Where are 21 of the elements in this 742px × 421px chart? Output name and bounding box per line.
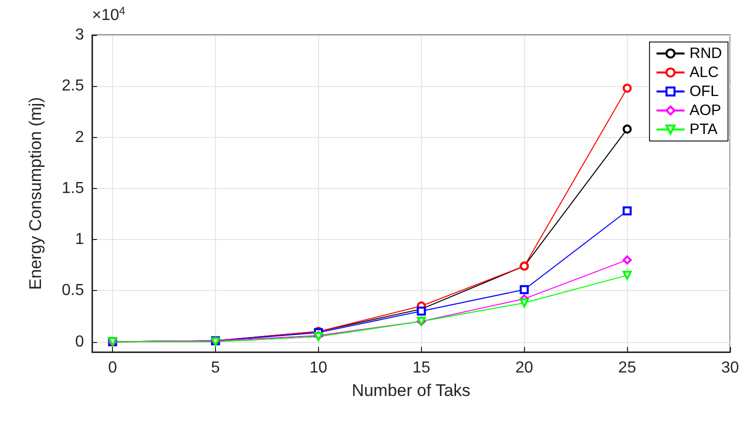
x-tick-label: 30 bbox=[721, 360, 740, 376]
y-tick-label: 1.5 bbox=[62, 180, 84, 197]
x-tick-label: 0 bbox=[108, 360, 118, 376]
legend-label: OFL bbox=[690, 83, 719, 100]
y-tick-label: 0 bbox=[75, 333, 84, 350]
legend-label: PTA bbox=[690, 121, 718, 138]
y-tick-label: 3 bbox=[75, 26, 84, 44]
y-tick-label: 1 bbox=[75, 231, 84, 248]
x-tick-label: 5 bbox=[211, 360, 220, 376]
legend-label: ALC bbox=[690, 64, 719, 81]
legend-label: RND bbox=[690, 45, 722, 62]
x-tick-label: 25 bbox=[618, 360, 636, 376]
y-axis-title: Energy Consumption (mj) bbox=[26, 97, 45, 290]
y-tick-label: 0.5 bbox=[62, 282, 84, 300]
y-tick-label: 2.5 bbox=[62, 78, 84, 95]
y-tick-label: 2 bbox=[75, 128, 84, 146]
x-axis-title: Number of Taks bbox=[352, 381, 470, 400]
x-tick-label: 15 bbox=[412, 360, 430, 376]
x-tick-label: 10 bbox=[310, 360, 328, 376]
legend-label: AOP bbox=[690, 102, 722, 119]
x-tick-label: 20 bbox=[515, 360, 534, 376]
